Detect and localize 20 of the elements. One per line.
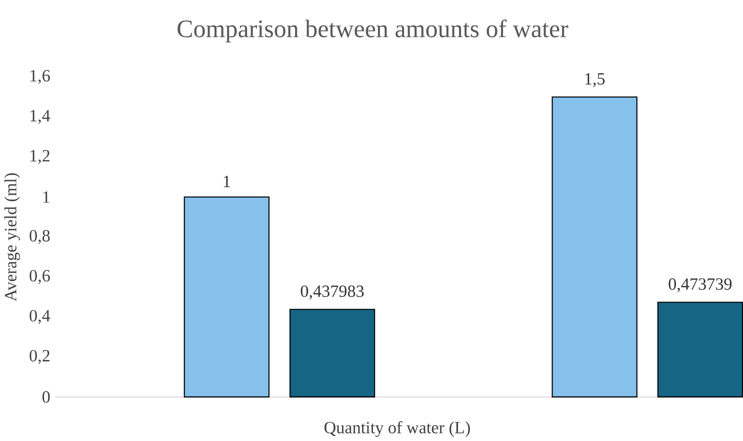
bar — [657, 302, 743, 398]
y-tick-label: 0,6 — [30, 270, 50, 284]
y-tick-label: 1 — [43, 191, 50, 202]
data-label: 1,5 — [585, 73, 605, 87]
y-tick-label: 1,2 — [30, 150, 50, 164]
bar — [289, 308, 376, 398]
data-label: 1 — [224, 176, 230, 187]
y-tick-label: 0,8 — [30, 230, 50, 244]
bar — [184, 196, 270, 398]
bar — [552, 96, 638, 398]
y-tick-label: 0,4 — [30, 310, 50, 324]
x-axis-title: Quantity of water (L) — [324, 421, 470, 437]
y-tick-label: 0 — [42, 391, 50, 403]
data-label: 0,473739 — [668, 278, 732, 292]
y-axis-title: Average yield (ml) — [4, 173, 20, 302]
data-label: 0,437983 — [300, 285, 364, 300]
y-tick-label: 1,6 — [30, 70, 50, 84]
y-tick-label: 1,4 — [30, 110, 50, 124]
y-tick-label: 0,2 — [30, 350, 50, 364]
chart-title: Comparison between amounts of water — [178, 19, 568, 42]
